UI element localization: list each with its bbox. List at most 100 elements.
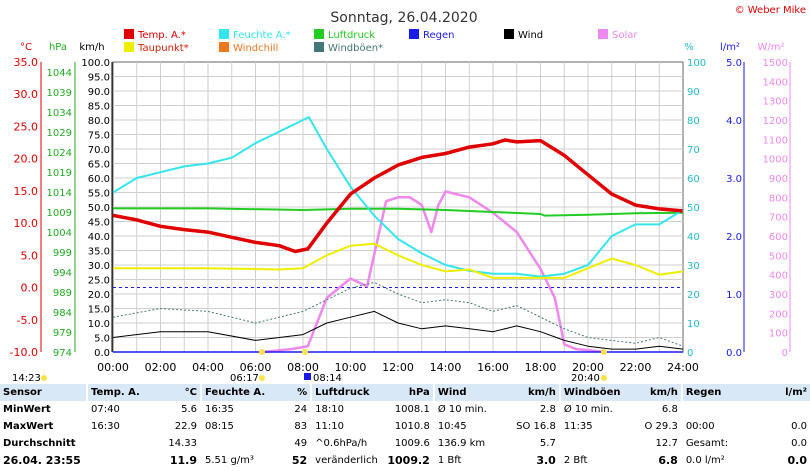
temp-tick-label: 0.0 xyxy=(21,282,39,295)
sun-markers: 14:23 06:17 08:14 20:40 xyxy=(12,349,607,384)
hdr-gust-unit: km/h xyxy=(624,384,682,401)
rain-tick-label: 1.0 xyxy=(726,290,742,301)
x-tick-label: 24:00 xyxy=(667,361,699,374)
solar-axis-unit: W/m² xyxy=(757,42,784,53)
x-tick-label: 00:00 xyxy=(97,361,129,374)
solar-tick-label: 1500 xyxy=(763,58,788,69)
legend-label: Taupunkt* xyxy=(137,43,189,54)
kmh-tick-label: 90.0 xyxy=(88,87,110,98)
pct-tick-label: 30 xyxy=(687,261,700,272)
hdr-hum: Feuchte A. xyxy=(199,384,269,401)
legend-swatch xyxy=(124,29,134,39)
peak-icon xyxy=(304,373,311,380)
cell: 00:00 xyxy=(680,418,753,435)
cell: 11:35 xyxy=(558,418,625,435)
cell: 11:10 xyxy=(310,418,381,435)
hdr-hum-unit: % xyxy=(268,384,312,401)
hdr-rain: Regen xyxy=(680,384,753,401)
cell: 1008.1 xyxy=(380,401,434,418)
cell: 83 xyxy=(268,418,312,435)
cell xyxy=(86,452,146,469)
rain-axis-unit: l/m² xyxy=(720,42,740,53)
solar-tick-label: 900 xyxy=(769,174,788,185)
temp-tick-label: 35.0 xyxy=(14,56,39,69)
pct-tick-label: 20 xyxy=(687,290,700,301)
cell: Ø 10 min. xyxy=(558,401,625,418)
solar-tick-label: 500 xyxy=(769,251,788,262)
solar-tick-label: 600 xyxy=(769,232,788,243)
legend-swatch xyxy=(598,29,608,39)
table-header-row: Sensor Temp. A. °C Feuchte A. % Luftdruc… xyxy=(0,384,810,401)
legend-swatch xyxy=(314,29,324,39)
row-label: Durchschnitt xyxy=(0,435,87,452)
kmh-tick-label: 30.0 xyxy=(88,261,110,272)
row-label: MaxWert xyxy=(0,418,87,435)
pct-tick-label: 100 xyxy=(687,58,706,69)
sun-axis-marker xyxy=(601,349,607,355)
legend-label: Wind xyxy=(518,30,543,41)
rain-tick-label: 0.0 xyxy=(726,348,742,359)
cell: 2.8 xyxy=(502,401,560,418)
hpa-tick-label: 1044 xyxy=(47,68,72,79)
cell: 5.7 xyxy=(502,435,560,452)
temp-tick-label: 25.0 xyxy=(14,120,39,133)
cell: 18:10 xyxy=(310,401,381,418)
moon-icon xyxy=(41,375,47,381)
hpa-tick-label: 1034 xyxy=(47,108,72,119)
series-line-temp-a xyxy=(112,138,683,254)
cell: 0.0 l/m² xyxy=(680,452,753,469)
solar-tick-label: 1200 xyxy=(763,116,788,127)
x-tick-label: 02:00 xyxy=(145,361,177,374)
pct-tick-label: 70 xyxy=(687,145,700,156)
cell: 11.9 xyxy=(146,452,201,469)
table-row: MinWert 07:40 5.6 16:35 24 18:10 1008.1 … xyxy=(0,401,810,418)
rain-tick-label: 2.0 xyxy=(726,232,742,243)
legend-label: Regen xyxy=(423,30,455,41)
hdr-rain-unit: l/m² xyxy=(752,384,810,401)
x-tick-label: 06:00 xyxy=(240,361,272,374)
legend-label: Temp. A.* xyxy=(137,30,186,41)
kmh-tick-label: 50.0 xyxy=(88,203,110,214)
cell: 0.0 xyxy=(752,435,810,452)
hpa-tick-label: 1009 xyxy=(47,208,72,219)
cell: 22.9 xyxy=(146,418,201,435)
cell: 16:30 xyxy=(86,418,146,435)
chart-title: Sonntag, 26.04.2020 xyxy=(330,10,477,26)
cell: 10:45 xyxy=(432,418,503,435)
cell xyxy=(752,401,810,418)
solar-tick-label: 1100 xyxy=(763,135,788,146)
temp-tick-label: -10.0 xyxy=(10,346,38,359)
temp-tick-label: 30.0 xyxy=(14,88,39,101)
cell: 16:35 xyxy=(199,401,269,418)
series-line-solar xyxy=(262,190,605,354)
kmh-tick-label: 45.0 xyxy=(88,218,110,229)
rain-tick-label: 3.0 xyxy=(726,174,742,185)
hdr-gust: Windböen xyxy=(558,384,625,401)
cell: O 29.3 xyxy=(624,418,682,435)
kmh-axis-unit: km/h xyxy=(79,42,104,53)
cell: 08:15 xyxy=(199,418,269,435)
cell: Ø 10 min. xyxy=(432,401,503,418)
rain-tick-label: 5.0 xyxy=(726,58,742,69)
legend-swatch xyxy=(409,29,419,39)
kmh-tick-label: 65.0 xyxy=(88,160,110,171)
hpa-tick-label: 979 xyxy=(53,328,72,339)
pct-tick-label: 90 xyxy=(687,87,700,98)
cell: Gesamt: xyxy=(680,435,753,452)
x-tick-label: 10:00 xyxy=(335,361,367,374)
cell: 1009.2 xyxy=(380,452,434,469)
kmh-tick-label: 40.0 xyxy=(88,232,110,243)
cell: 49 xyxy=(268,435,312,452)
legend-swatch xyxy=(219,29,229,39)
temp-axis-unit: °C xyxy=(20,42,32,53)
x-tick-label: 20:00 xyxy=(572,361,604,374)
hdr-press: Luftdruck xyxy=(310,384,381,401)
table-row-current: 26.04. 23:55 11.9 5.51 g/m³ 52 veränderl… xyxy=(0,452,810,469)
legend: Temp. A.* Feuchte A.* Luftdruck Regen Wind So… xyxy=(124,29,638,54)
axes: °C hPa km/h% l/m² W/m² 35.0 30.0 25.0 20.0 15.0 10… xyxy=(10,42,791,374)
solar-tick-label: 1000 xyxy=(763,155,788,166)
temp-tick-label: 5.0 xyxy=(21,249,39,262)
kmh-tick-label: 80.0 xyxy=(88,116,110,127)
series-line-taupunkt xyxy=(113,242,684,279)
legend-label: Feuchte A.* xyxy=(233,30,291,41)
